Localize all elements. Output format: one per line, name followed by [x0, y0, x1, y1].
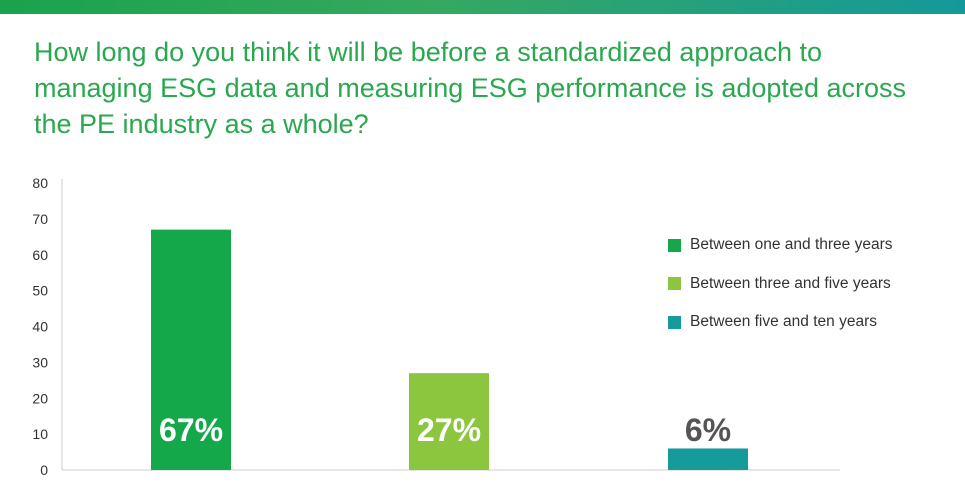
legend-item: Between one and three years: [668, 226, 893, 265]
legend-label: Between five and ten years: [690, 313, 877, 331]
legend-label: Between one and three years: [690, 236, 893, 254]
data-label: 27%: [417, 412, 481, 448]
y-axis: 0 10 20 30 40 50 60 70 80: [32, 175, 63, 478]
bar: [409, 373, 489, 470]
y-tick-label: 70: [32, 211, 48, 227]
chart-title: How long do you think it will be before …: [34, 37, 906, 139]
data-label: 67%: [159, 412, 223, 448]
legend-label: Between three and five years: [690, 274, 891, 292]
y-tick-label: 30: [32, 354, 48, 370]
bars: 67% 27% 6%: [151, 229, 748, 470]
data-label: 6%: [685, 412, 731, 448]
legend-swatch: [668, 277, 681, 291]
y-tick-label: 60: [32, 247, 48, 263]
legend-swatch: [668, 315, 681, 329]
y-tick-label: 80: [32, 175, 48, 191]
legend-swatch: [668, 238, 681, 252]
bar: [151, 229, 231, 470]
bar: [668, 448, 748, 470]
y-tick-label: 0: [40, 462, 48, 478]
header-accent-bar: [0, 0, 965, 14]
legend-item: Between five and ten years: [668, 303, 893, 342]
y-tick-label: 40: [32, 319, 48, 335]
legend-item: Between three and five years: [668, 265, 893, 304]
legend: Between one and three years Between three…: [668, 226, 893, 342]
y-tick-label: 50: [32, 283, 48, 299]
y-tick-label: 10: [32, 426, 48, 442]
y-tick-label: 20: [32, 390, 48, 406]
